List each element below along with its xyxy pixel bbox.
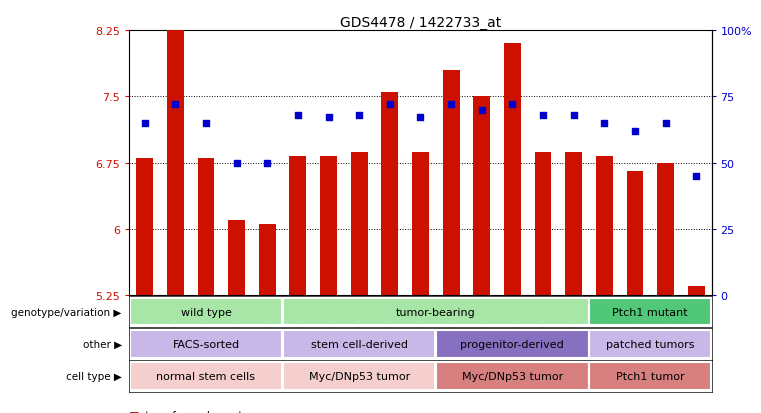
Bar	[504, 44, 521, 295]
Point	[323, 115, 335, 121]
Bar	[590, 330, 711, 358]
Point	[353, 112, 365, 119]
Point	[415, 115, 427, 121]
Text: Ptch1 mutant: Ptch1 mutant	[613, 307, 688, 317]
Bar	[436, 330, 588, 358]
Text: patched tumors: patched tumors	[606, 339, 695, 349]
Bar	[228, 221, 245, 295]
Bar	[167, 0, 183, 295]
Point	[261, 160, 273, 166]
Point	[169, 102, 181, 108]
Bar	[198, 159, 215, 295]
Point	[384, 102, 396, 108]
Bar	[130, 330, 282, 358]
Bar	[351, 152, 368, 295]
Text: stem cell-derived: stem cell-derived	[310, 339, 408, 349]
Point	[629, 128, 641, 135]
Point	[291, 112, 304, 119]
Text: other ▶: other ▶	[83, 339, 122, 349]
Point	[537, 112, 549, 119]
Text: Myc/DNp53 tumor: Myc/DNp53 tumor	[462, 371, 563, 381]
Bar	[381, 93, 398, 295]
Bar	[283, 363, 435, 390]
Bar	[443, 71, 460, 295]
Text: Myc/DNp53 tumor: Myc/DNp53 tumor	[308, 371, 409, 381]
Bar	[534, 152, 552, 295]
Point	[231, 160, 243, 166]
Point	[445, 102, 457, 108]
Text: normal stem cells: normal stem cells	[157, 371, 256, 381]
Point	[506, 102, 518, 108]
Text: tumor-bearing: tumor-bearing	[396, 307, 476, 317]
Bar	[436, 363, 588, 390]
Point	[660, 120, 672, 127]
Bar	[130, 363, 282, 390]
Text: ■  transformed count: ■ transformed count	[129, 410, 243, 413]
Point	[598, 120, 610, 127]
Text: progenitor-derived: progenitor-derived	[460, 339, 564, 349]
Text: wild type: wild type	[180, 307, 231, 317]
Bar	[283, 330, 435, 358]
Text: genotype/variation ▶: genotype/variation ▶	[11, 307, 122, 317]
Bar	[136, 159, 153, 295]
Bar	[130, 298, 282, 325]
Bar	[289, 157, 307, 295]
Point	[690, 173, 702, 180]
Bar	[320, 157, 337, 295]
Bar	[590, 298, 711, 325]
Bar	[473, 97, 490, 295]
Text: FACS-sorted: FACS-sorted	[173, 339, 240, 349]
Bar	[658, 163, 674, 295]
Bar	[626, 172, 643, 295]
Point	[139, 120, 151, 127]
Bar	[590, 363, 711, 390]
Bar	[688, 287, 705, 295]
Text: Ptch1 tumor: Ptch1 tumor	[616, 371, 685, 381]
Point	[476, 107, 488, 114]
Point	[200, 120, 212, 127]
Title: GDS4478 / 1422733_at: GDS4478 / 1422733_at	[340, 16, 501, 30]
Text: cell type ▶: cell type ▶	[66, 371, 122, 381]
Bar	[259, 225, 275, 295]
Text: ■: ■	[129, 410, 139, 413]
Bar	[283, 298, 588, 325]
Point	[568, 112, 580, 119]
Bar	[596, 157, 613, 295]
Bar	[412, 152, 429, 295]
Bar	[565, 152, 582, 295]
